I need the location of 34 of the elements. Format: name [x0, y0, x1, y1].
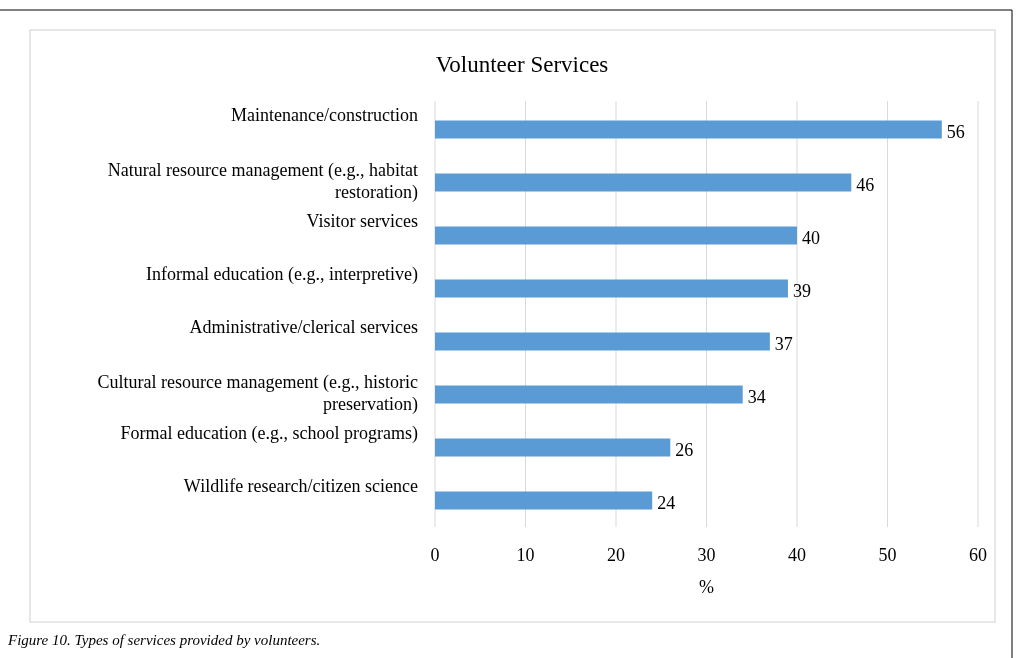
- y-tick-label: Cultural resource management (e.g., historic preservation): [97, 371, 419, 415]
- y-tick-label: Administrative/clerical services: [189, 316, 418, 337]
- bar: [435, 385, 743, 404]
- x-tick-label: 10: [516, 545, 535, 565]
- bar: [435, 332, 770, 351]
- x-axis-title: %: [699, 577, 714, 597]
- bar: [435, 491, 653, 510]
- data-label: 26: [675, 439, 694, 460]
- data-label: 37: [774, 333, 793, 354]
- y-tick-label: Natural resource management (e.g., habitat restoration): [107, 159, 419, 203]
- y-tick-label: Informal education (e.g., interpretive): [146, 263, 418, 285]
- y-tick-label: Visitor services: [306, 210, 418, 231]
- x-tick-label: 0: [430, 545, 440, 565]
- data-label: 39: [792, 280, 811, 301]
- data-label: 40: [802, 227, 820, 248]
- x-tick-label: 50: [878, 545, 897, 565]
- bar: [435, 279, 788, 298]
- bar: [435, 226, 797, 245]
- y-tick-label: Formal education (e.g., school programs): [120, 422, 419, 444]
- x-tick-label: 60: [969, 545, 987, 565]
- bar: [435, 173, 852, 192]
- data-label: 24: [657, 492, 676, 513]
- y-tick-label: Maintenance/construction: [231, 104, 418, 125]
- x-tick-label: 20: [607, 545, 625, 565]
- bar: [435, 120, 942, 139]
- data-label: 56: [946, 121, 965, 142]
- x-tick-label: 40: [788, 545, 806, 565]
- x-tick-label: 30: [697, 545, 716, 565]
- data-label: 46: [856, 174, 875, 195]
- y-tick-label: Wildlife research/citizen science: [183, 475, 419, 496]
- caption: Figure 10. Types of services provided by volunteers.: [7, 632, 321, 648]
- bar: [435, 438, 671, 457]
- chart-title: Volunteer Services: [435, 52, 609, 77]
- data-label: 34: [747, 386, 766, 407]
